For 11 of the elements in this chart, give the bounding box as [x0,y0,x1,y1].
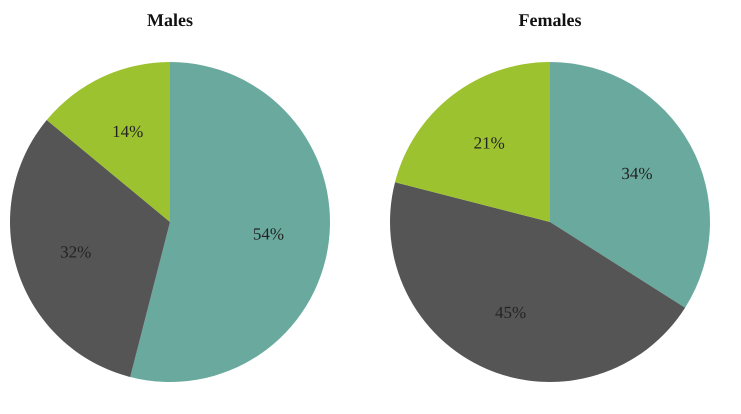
pie-slice [46,62,170,222]
data-label: 21% [474,134,505,153]
pie-slice [395,62,550,222]
pie-slice [390,182,686,382]
data-label: 54% [252,224,284,244]
chart-title: Males [147,10,193,30]
data-label: 34% [621,164,653,184]
pie-slice [10,120,170,377]
chart-title: Females [518,10,582,30]
pie-slice [550,62,710,308]
data-label: 14% [112,122,144,142]
